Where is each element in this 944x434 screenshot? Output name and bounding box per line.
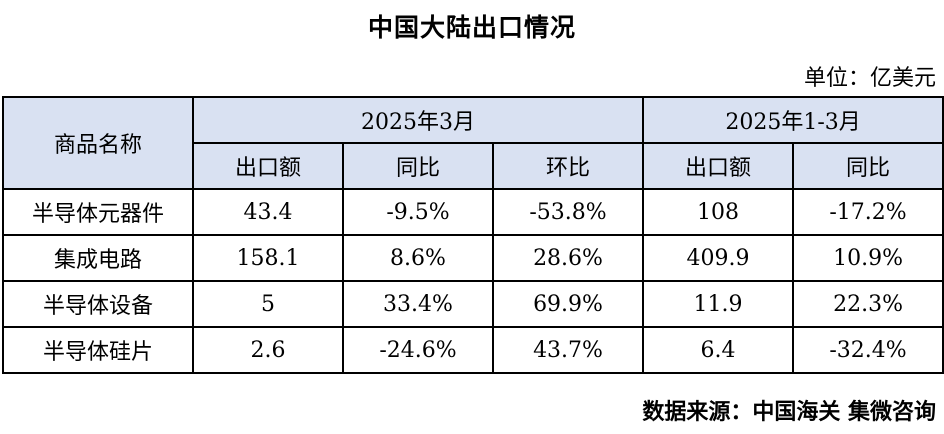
table-cell: 43.4 [192, 188, 344, 236]
page-title: 中国大陆出口情况 [367, 13, 576, 42]
header-mom: 环比 [491, 142, 645, 190]
header-group-q1: 2025年1-3月 [642, 96, 944, 144]
header-export-amount: 出口额 [192, 142, 344, 190]
source-note: 数据来源：中国海关 集微咨询 [642, 399, 936, 425]
row-name: 半导体硅片 [2, 326, 194, 374]
header-row-metrics: 出口额 同比 环比 出口额 同比 [3, 142, 944, 190]
header-yoy-q1: 同比 [792, 142, 944, 190]
table-cell: 8.6% [342, 234, 494, 282]
export-table: 商品名称 2025年3月 2025年1-3月 出口额 同比 环比 出口额 同比 … [2, 96, 944, 374]
table-cell: 43.7% [491, 326, 645, 374]
row-name: 集成电路 [2, 234, 194, 282]
unit-label: 单位：亿美元 [803, 66, 936, 91]
table-row: 半导体硅片 2.6 -24.6% 43.7% 6.4 -32.4% [2, 326, 944, 374]
table-cell: 33.4% [342, 280, 494, 328]
table-cell: 409.9 [642, 234, 795, 282]
table-row: 集成电路 158.1 8.6% 28.6% 409.9 10.9% [2, 234, 944, 282]
table-cell: 10.9% [792, 234, 944, 282]
table-cell: 6.4 [642, 326, 795, 374]
table-cell: 2.6 [192, 326, 344, 374]
row-name: 半导体元器件 [2, 188, 194, 236]
table-cell: 69.9% [491, 280, 645, 328]
table-cell: 22.3% [792, 280, 944, 328]
table-cell: 158.1 [192, 234, 344, 282]
row-name: 半导体设备 [2, 280, 194, 328]
header-group-march: 2025年3月 [191, 96, 645, 144]
table-cell: 11.9 [642, 280, 795, 328]
table-cell: -17.2% [792, 188, 944, 236]
header-yoy: 同比 [342, 142, 494, 190]
table-cell: -9.5% [342, 188, 494, 236]
table-cell: -24.6% [342, 326, 494, 374]
table-cell: 5 [192, 280, 344, 328]
header-row-groups: 商品名称 2025年3月 2025年1-3月 [2, 96, 944, 190]
table-row: 半导体设备 5 33.4% 69.9% 11.9 22.3% [2, 280, 944, 328]
header-export-amount-q1: 出口额 [642, 142, 795, 190]
table-cell: 28.6% [491, 234, 645, 282]
table-cell: -53.8% [491, 188, 645, 236]
table-cell: 108 [642, 188, 795, 236]
table-cell: -32.4% [792, 326, 944, 374]
header-product-name: 商品名称 [2, 96, 194, 190]
table-row: 半导体元器件 43.4 -9.5% -53.8% 108 -17.2% [2, 188, 944, 236]
